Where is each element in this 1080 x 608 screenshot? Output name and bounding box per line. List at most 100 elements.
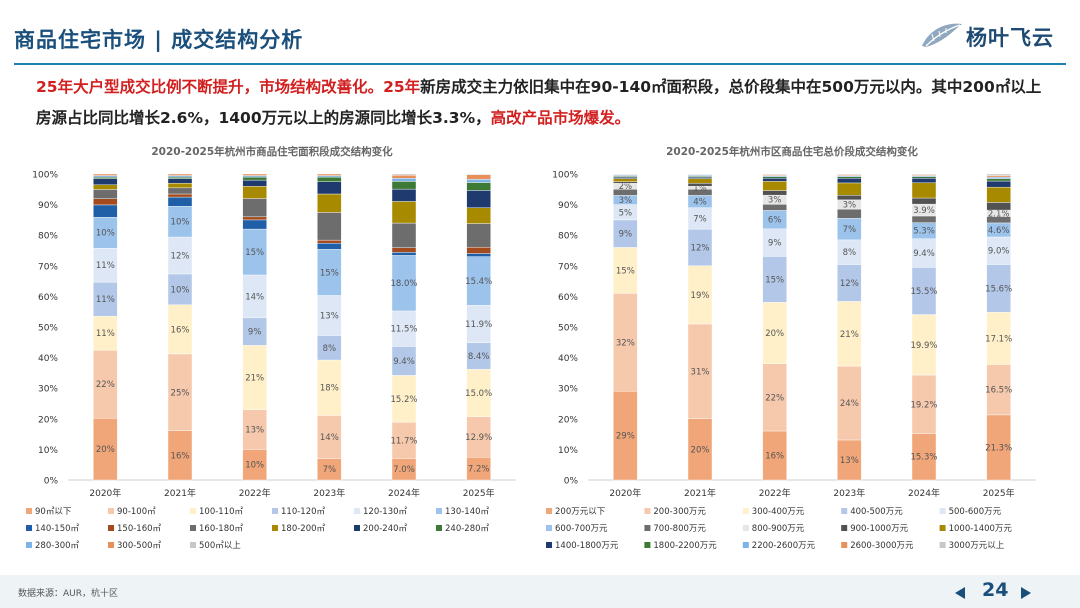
bar-segment (762, 228, 787, 257)
legend-swatch (436, 508, 442, 514)
legend-swatch (354, 525, 360, 531)
bar-segment (911, 215, 937, 223)
bar-segment (167, 183, 193, 189)
data-label: 7.2% (468, 465, 490, 475)
legend-swatch (190, 542, 196, 548)
legend-label: 90-100㎡ (117, 507, 156, 517)
legend-swatch (354, 508, 360, 514)
x-tick-label: 2020年 (89, 487, 121, 499)
legend-swatch (272, 525, 278, 531)
data-label: 11% (96, 295, 115, 305)
data-label: 11.9% (465, 320, 492, 330)
legend-swatch (26, 508, 32, 514)
area-structure-chart: 2020-2025年杭州市商品住宅面积段成交结构变化 0% 10% 20% 30% 40%… (26, 145, 516, 551)
data-label: 9% (248, 328, 262, 338)
bar-segment (93, 217, 118, 249)
bar-segment (762, 181, 787, 191)
data-label: 17.1% (985, 334, 1012, 344)
bar-segment (762, 363, 787, 432)
bar-segment (911, 314, 937, 376)
data-label: 10% (171, 285, 190, 295)
data-label: 10% (245, 461, 264, 471)
legend-label: 280-300㎡ (35, 541, 80, 551)
legend-swatch (546, 525, 552, 531)
legend-swatch (939, 508, 946, 514)
bar-segment (466, 190, 491, 208)
bar-segment (837, 264, 862, 302)
data-label: 15.0% (465, 389, 492, 399)
bar-segment (613, 173, 638, 175)
legend-label: 900-1000万元 (850, 524, 908, 534)
bar-segment (837, 173, 862, 176)
bar-segment (613, 176, 638, 179)
data-label: 5% (619, 208, 633, 218)
triangle-right-icon[interactable] (1020, 586, 1032, 600)
legend-swatch (190, 508, 196, 514)
bar-segment (242, 228, 267, 276)
bar-segment (93, 204, 118, 218)
bar-segment (986, 414, 1011, 481)
y-tick-label: 70% (558, 262, 578, 272)
x-tick-label: 2025年 (983, 487, 1015, 499)
bar-segment (986, 173, 1011, 176)
data-label: 25% (171, 388, 190, 398)
bar-segment (317, 242, 342, 250)
bar-segment (762, 190, 787, 196)
bar-segment (911, 182, 937, 199)
data-label: 12.9% (465, 433, 492, 443)
data-label: 18.0% (390, 279, 417, 289)
bar-segment (911, 433, 937, 481)
bar-segment (93, 184, 118, 190)
bar-segment (391, 201, 417, 224)
legend-label: 700-800万元 (653, 524, 706, 534)
bar-segment (242, 176, 267, 181)
data-source: 数据来源：AUR，杭十区 (18, 589, 118, 599)
legend-swatch (644, 542, 651, 548)
bar-segment (986, 178, 1011, 182)
bar-segment (466, 369, 491, 417)
data-label: 22% (765, 393, 784, 403)
page-navigation: 24 (952, 579, 1036, 605)
bar-segment (837, 365, 862, 441)
legend-swatch (108, 542, 114, 548)
legend-swatch (841, 542, 848, 548)
bar-segment (242, 345, 267, 410)
bar-segment (466, 305, 491, 343)
bar-segment (167, 206, 193, 238)
bar-segment (762, 302, 787, 364)
bar-segment (167, 193, 193, 198)
bar-segment (93, 176, 118, 179)
data-label: 16% (765, 451, 784, 461)
legend-label: 140-150㎡ (35, 524, 80, 534)
leaf-logo-icon (922, 23, 962, 47)
data-label: 11% (96, 261, 115, 271)
legend-label: 2600-3000万元 (850, 541, 914, 551)
y-tick-label: 100% (552, 171, 578, 181)
legend-label: 1800-2200万元 (653, 541, 717, 551)
bar-segment (167, 273, 193, 305)
bar-segment (466, 173, 491, 175)
data-label: 15% (320, 268, 339, 278)
data-label: 12% (840, 279, 859, 289)
x-tick-label: 2021年 (164, 487, 196, 499)
legend-swatch (26, 525, 32, 531)
data-label: 15.2% (390, 395, 417, 405)
y-tick-label: 0% (564, 477, 579, 487)
bar-segment (317, 173, 342, 176)
bar-segment (613, 178, 638, 182)
data-label: 16.5% (985, 386, 1012, 396)
bar-segment (911, 173, 937, 176)
x-tick-label: 2020年 (609, 487, 641, 499)
y-tick-label: 60% (558, 293, 578, 303)
triangle-left-icon[interactable] (954, 586, 966, 600)
data-label: 10% (171, 218, 190, 228)
bar-segment (167, 178, 193, 184)
data-label: 15% (245, 248, 264, 258)
bar-segment (317, 335, 342, 361)
bar-segment (242, 317, 267, 346)
bar-segment (613, 181, 638, 184)
bar-segment (317, 295, 342, 336)
legend-label: 130-140㎡ (445, 507, 490, 517)
legend-label: 110-120㎡ (281, 507, 326, 517)
